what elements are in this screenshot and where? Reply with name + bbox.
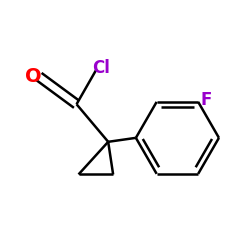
Text: F: F	[200, 91, 212, 109]
Text: Cl: Cl	[92, 59, 110, 77]
Text: O: O	[25, 67, 41, 86]
